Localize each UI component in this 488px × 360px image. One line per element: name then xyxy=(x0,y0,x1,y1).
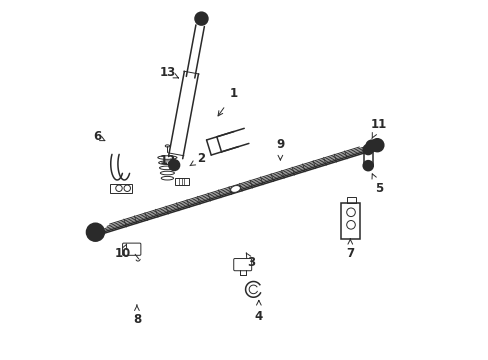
Text: 2: 2 xyxy=(189,152,205,166)
Circle shape xyxy=(363,144,372,154)
Text: 6: 6 xyxy=(93,130,104,144)
Circle shape xyxy=(168,160,179,171)
Bar xyxy=(175,178,188,185)
Text: 1: 1 xyxy=(218,87,237,116)
Bar xyxy=(110,184,131,193)
Text: 9: 9 xyxy=(276,138,284,160)
Text: 11: 11 xyxy=(370,118,386,139)
Circle shape xyxy=(363,161,372,171)
Text: 10: 10 xyxy=(114,244,130,260)
Circle shape xyxy=(86,223,104,241)
Text: 13: 13 xyxy=(159,66,178,79)
Text: 3: 3 xyxy=(246,253,255,269)
Text: 12: 12 xyxy=(159,154,175,167)
Ellipse shape xyxy=(230,185,240,192)
Text: 5: 5 xyxy=(371,174,382,195)
Circle shape xyxy=(195,12,207,25)
Bar xyxy=(346,197,355,203)
Text: 4: 4 xyxy=(254,300,263,323)
Circle shape xyxy=(366,140,377,152)
Bar xyxy=(341,203,359,239)
Text: 7: 7 xyxy=(346,239,354,260)
Text: 8: 8 xyxy=(133,305,141,327)
Circle shape xyxy=(370,139,383,152)
